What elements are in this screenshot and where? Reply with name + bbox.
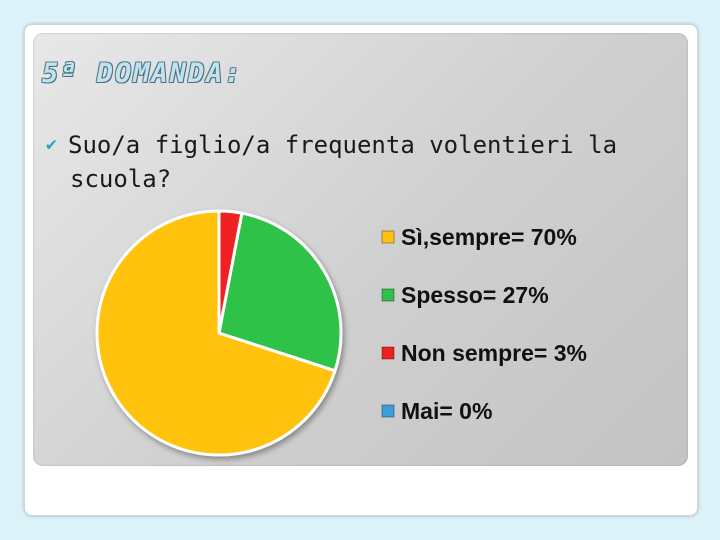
question-bullet: ✔ Suo/a figlio/a frequenta volentieri la …: [46, 128, 666, 196]
legend-label: Mai= 0%: [401, 398, 492, 424]
legend-swatch: [381, 346, 395, 360]
legend-swatch: [381, 230, 395, 244]
pie-slice: [95, 209, 337, 457]
slide-title: 5ª DOMANDA:: [42, 58, 243, 89]
legend-label: Non sempre= 3%: [401, 340, 587, 366]
legend-label: Sì,sempre= 70%: [401, 224, 577, 250]
legend-label: Spesso= 27%: [401, 282, 549, 308]
pie-slice: [217, 209, 244, 335]
legend-swatch: [381, 288, 395, 302]
question-line-2: scuola?: [70, 165, 172, 193]
pie-slices: [95, 209, 343, 457]
question-line-1: Suo/a figlio/a frequenta volentieri la: [68, 131, 618, 159]
chart-legend: Sì,sempre= 70% Spesso= 27% Non sempre= 3% M…: [381, 224, 587, 424]
legend-swatch: [381, 404, 395, 418]
bullet-icon: ✔: [46, 134, 57, 155]
pie-slice: [217, 211, 343, 373]
